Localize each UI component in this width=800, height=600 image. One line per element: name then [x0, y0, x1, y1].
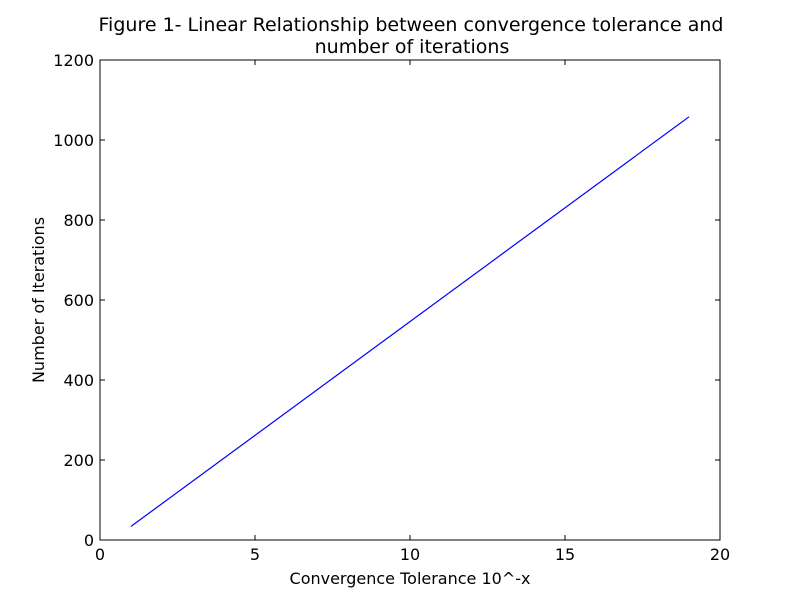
y-axis-label: Number of Iterations — [29, 217, 48, 383]
series-line — [130, 116, 690, 527]
x-axis-ticks: 0 5 10 15 20 — [95, 60, 730, 564]
y-axis-ticks: 0 200 400 600 800 1000 1200 — [53, 51, 720, 550]
x-tick-label: 15 — [555, 545, 575, 564]
y-tick-label: 600 — [63, 291, 94, 310]
y-tick-label: 200 — [63, 451, 94, 470]
y-tick-label: 800 — [63, 211, 94, 230]
x-tick-label: 20 — [710, 545, 730, 564]
x-tick-label: 0 — [95, 545, 105, 564]
x-axis-label: Convergence Tolerance 10^-x — [290, 569, 531, 588]
x-tick-label: 10 — [400, 545, 420, 564]
plot-area-frame — [99, 59, 721, 541]
series-layer — [130, 116, 690, 527]
y-tick-label: 400 — [63, 371, 94, 390]
y-tick-label: 1000 — [53, 131, 94, 150]
y-tick-label: 1200 — [53, 51, 94, 70]
chart-title-line-2: number of iterations — [315, 36, 510, 58]
x-tick-label: 5 — [250, 545, 260, 564]
y-tick-label: 0 — [84, 531, 94, 550]
chart-title-line-1: Figure 1- Linear Relationship between co… — [99, 14, 724, 36]
